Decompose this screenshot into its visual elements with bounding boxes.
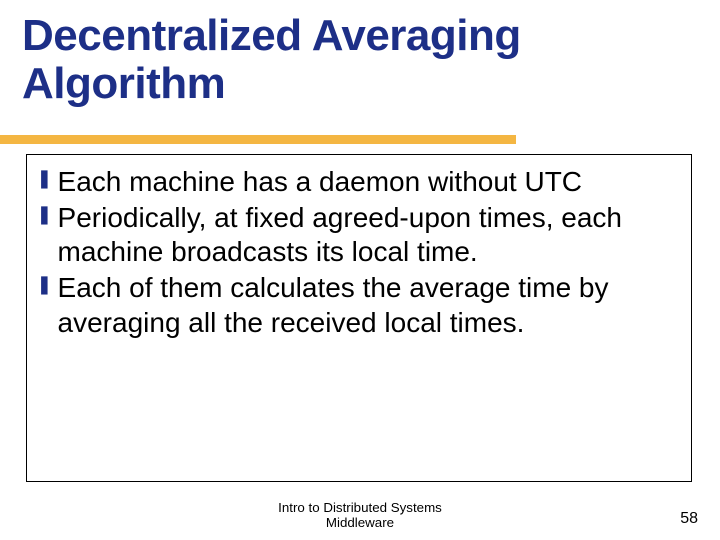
page-number: 58	[680, 510, 698, 528]
slide-title: Decentralized Averaging Algorithm	[22, 12, 698, 107]
list-item-text: Each of them calculates the average time…	[58, 271, 677, 339]
list-item: ❚ Each machine has a daemon without UTC	[37, 165, 677, 199]
list-item-text: Periodically, at fixed agreed-upon times…	[58, 201, 677, 269]
bullet-icon: ❚	[37, 165, 52, 193]
bullet-icon: ❚	[37, 201, 52, 229]
list-item: ❚ Each of them calculates the average ti…	[37, 271, 677, 339]
slide: Decentralized Averaging Algorithm ❚ Each…	[0, 0, 720, 540]
bullet-list: ❚ Each machine has a daemon without UTC …	[37, 165, 677, 340]
title-area: Decentralized Averaging Algorithm	[0, 0, 720, 107]
footer: Intro to Distributed Systems Middleware	[0, 500, 720, 530]
title-underline	[0, 135, 516, 144]
bullet-icon: ❚	[37, 271, 52, 299]
list-item-text: Each machine has a daemon without UTC	[58, 165, 677, 199]
content-box: ❚ Each machine has a daemon without UTC …	[26, 154, 692, 482]
footer-line-2: Middleware	[0, 515, 720, 530]
footer-line-1: Intro to Distributed Systems	[0, 500, 720, 515]
list-item: ❚ Periodically, at fixed agreed-upon tim…	[37, 201, 677, 269]
